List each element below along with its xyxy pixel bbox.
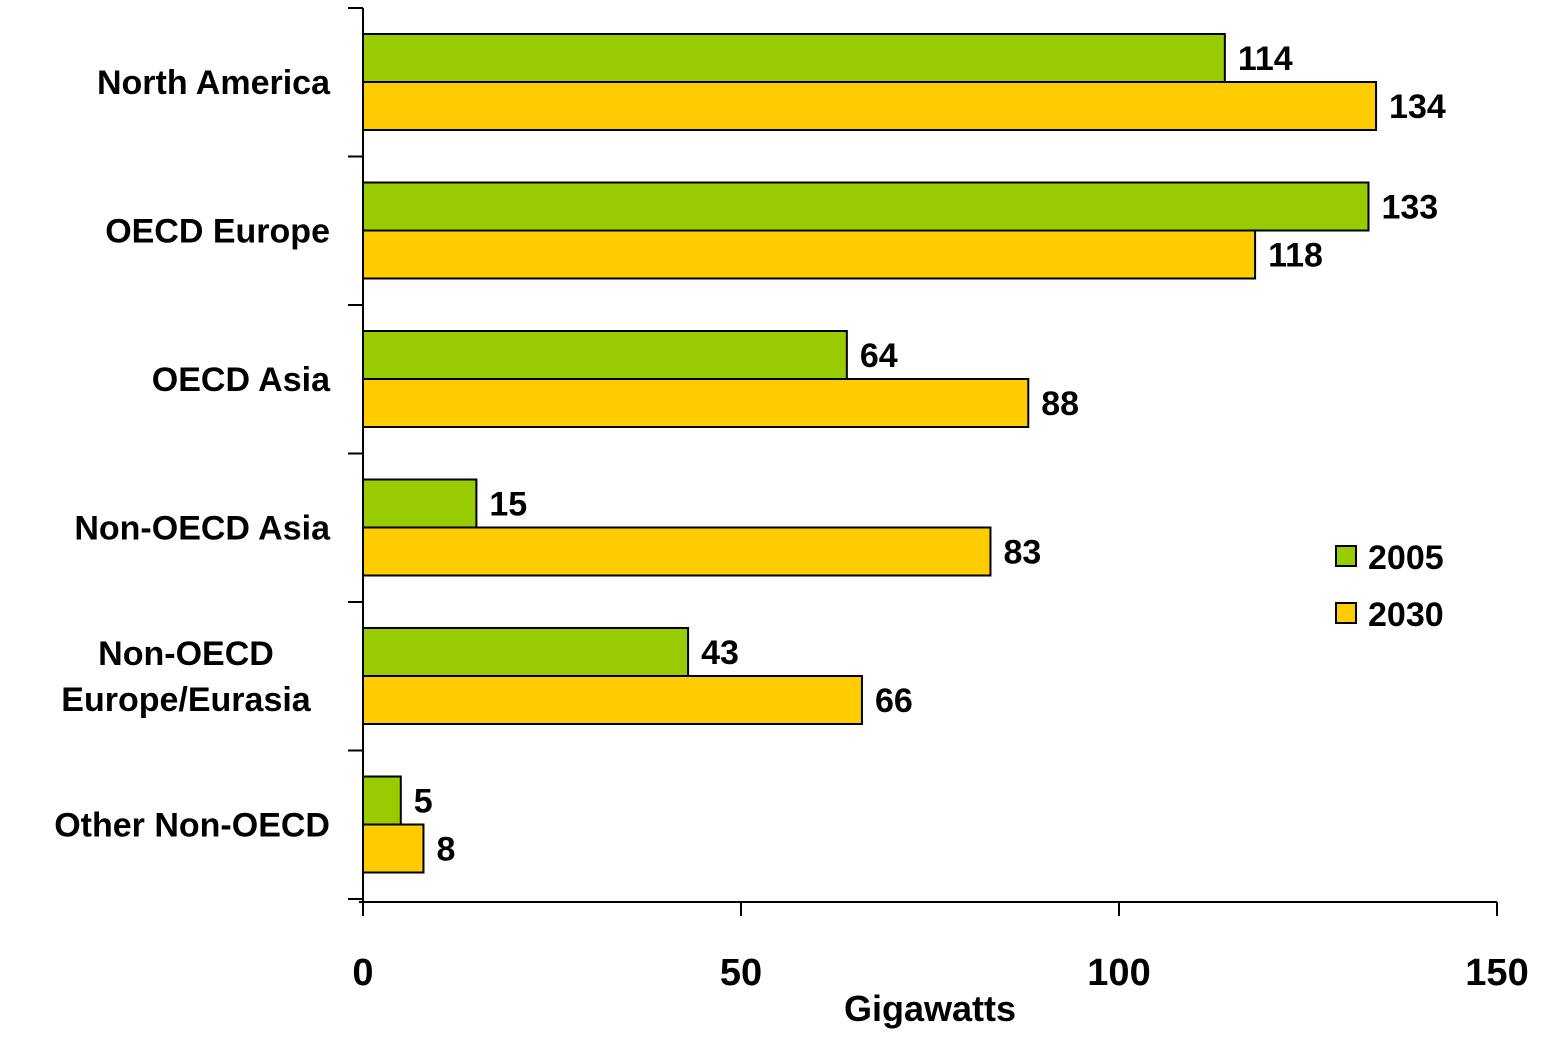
value-label-2005-2: 64 [860,337,898,375]
x-tick-label-0: 0 [352,952,373,994]
bar-2030-2 [362,378,1030,428]
bar-2005-1 [362,181,1370,232]
x-axis-title: Gigawatts [844,988,1016,1029]
bar-2030-4 [362,675,863,725]
category-label-4-0: Non-OECD [98,635,274,673]
x-tick-label-1: 50 [720,952,762,994]
bar-2005-5 [362,775,402,826]
legend-swatch-2030 [1335,602,1357,624]
bar-2030-1 [362,229,1257,280]
bar-2005-0 [362,33,1226,83]
value-label-2005-3: 15 [489,486,527,524]
legend-swatch-2005 [1335,545,1357,567]
value-label-2030-5: 8 [436,831,455,869]
value-label-2005-5: 5 [414,783,433,821]
category-label-1-0: OECD Europe [105,213,330,251]
bar-2030-5 [362,823,425,874]
value-label-2030-2: 88 [1041,385,1079,423]
bar-2005-2 [362,330,848,380]
category-label-3-0: Non-OECD Asia [74,510,331,548]
bar-2030-0 [362,81,1378,131]
bar-2030-3 [362,526,992,577]
category-label-0-0: North America [97,64,331,102]
legend-label-2005: 2005 [1368,539,1444,577]
x-tick-label-2: 100 [1087,952,1150,994]
bar-2005-3 [362,478,478,529]
x-tick-label-3: 150 [1465,952,1528,994]
value-label-2030-3: 83 [1003,534,1041,572]
value-label-2005-0: 114 [1238,40,1293,78]
bar-2005-4 [362,627,690,677]
value-label-2030-4: 66 [875,682,913,720]
value-label-2030-1: 118 [1268,237,1323,275]
value-label-2005-1: 133 [1381,189,1438,227]
legend-label-2030: 2030 [1368,596,1444,634]
category-label-5-0: Other Non-OECD [54,807,330,845]
category-label-4-1: Europe/Eurasia [61,681,312,719]
category-label-2-0: OECD Asia [152,361,331,399]
value-label-2005-4: 43 [701,634,739,672]
value-label-2030-0: 134 [1389,88,1446,126]
